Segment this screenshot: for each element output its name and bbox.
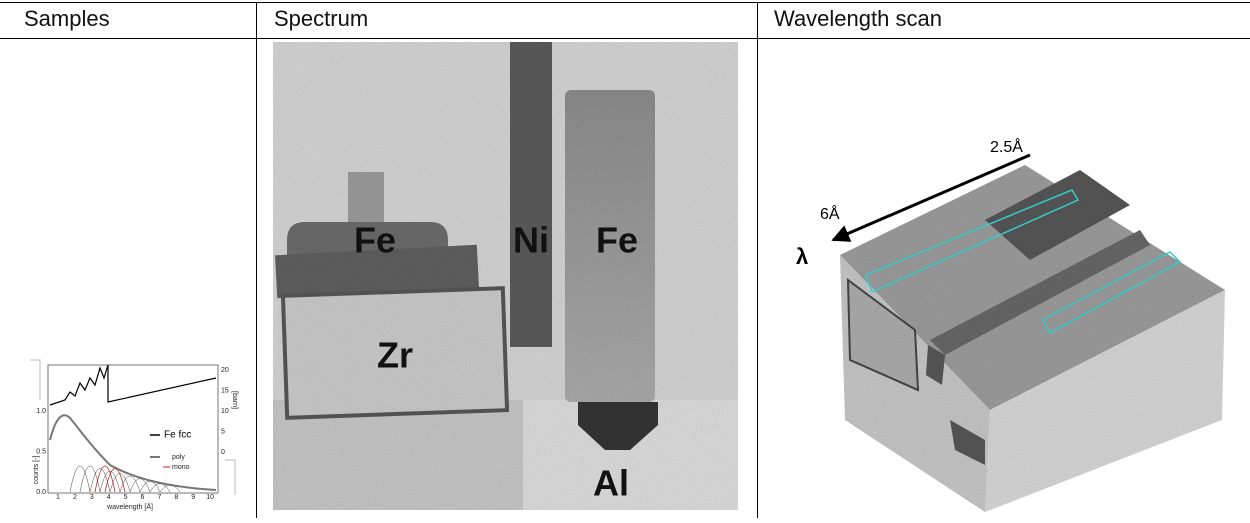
y2-tick-label: 0: [221, 449, 225, 456]
x-tick-label: 10: [206, 494, 214, 501]
y2-tick-label: 5: [221, 428, 225, 435]
y2-tick-label: 10: [221, 408, 229, 415]
sample-label: Ni: [513, 220, 549, 261]
x-tick-label: 5: [124, 494, 128, 501]
x-tick-label: 3: [90, 494, 94, 501]
x-tick-label: 8: [174, 494, 178, 501]
y-tick-label: 0.5: [36, 448, 46, 455]
scan-label: 2.5Å: [990, 137, 1023, 156]
samples-chart: Fe fcc poly mono wavelength [Å] counts […: [30, 359, 238, 511]
y-axis-label: counts [-]: [33, 456, 40, 485]
header: Spectrum: [274, 6, 368, 31]
sample-label: Fe: [596, 220, 638, 261]
roi-boxes: [865, 189, 1182, 335]
y-tick-label: 0.0: [36, 489, 46, 496]
y2-tick-label: 15: [221, 387, 229, 394]
legend-label: poly: [172, 454, 185, 461]
x-tick-label: 4: [107, 494, 111, 501]
y-tick-label: 1.0: [36, 408, 46, 415]
x-tick-label: 6: [141, 494, 145, 501]
wavelength-cube: [840, 165, 1225, 512]
legend-label: mono: [172, 464, 190, 471]
sample-label: Al: [593, 463, 629, 504]
y2-axis-label: [barn]: [231, 391, 238, 409]
x-axis-label: wavelength [Å]: [106, 502, 153, 511]
scan-label: 6Å: [820, 204, 840, 223]
x-tick-label: 1: [56, 494, 60, 501]
sample-label: Zr: [377, 335, 413, 376]
header: Wavelength scan: [774, 6, 942, 31]
spectrum-image: [273, 42, 738, 510]
x-tick-label: 2: [73, 494, 77, 501]
scan-label: λ: [796, 244, 808, 269]
header: Samples: [24, 6, 110, 31]
y2-tick-label: 20: [221, 367, 229, 374]
x-tick-label: 7: [157, 494, 161, 501]
legend-label: Fe fcc: [164, 430, 191, 441]
sample-label: Fe: [354, 220, 396, 261]
x-tick-label: 9: [191, 494, 195, 501]
wavelength-arrow: [831, 153, 1031, 242]
